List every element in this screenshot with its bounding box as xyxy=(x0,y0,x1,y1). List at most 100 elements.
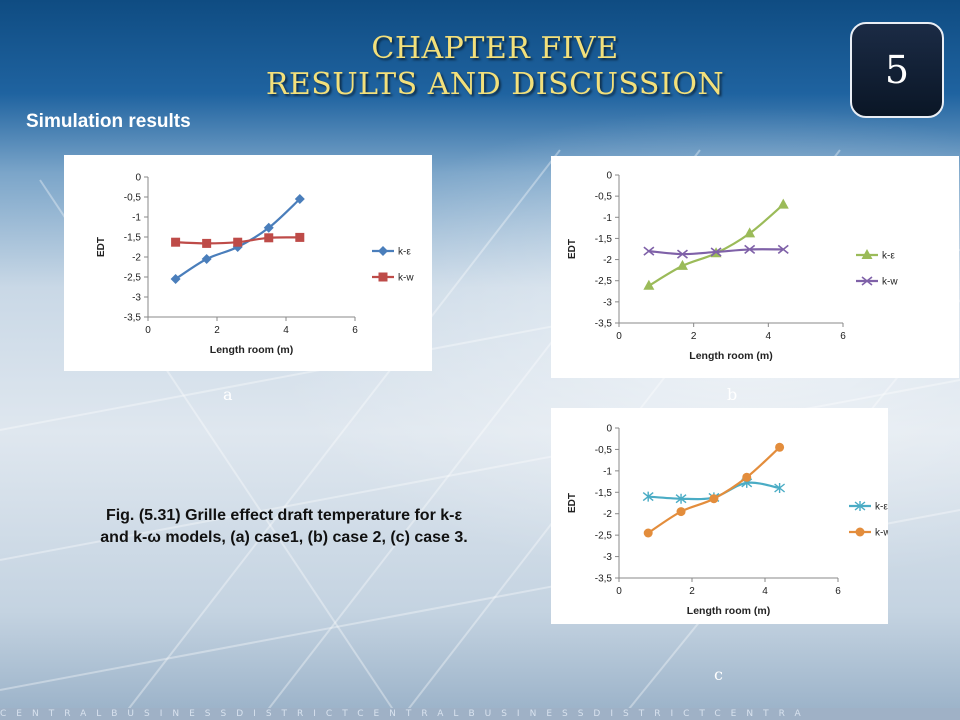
y-tick-label: -3,5 xyxy=(595,319,613,330)
data-point xyxy=(710,247,722,257)
legend-marker xyxy=(378,272,388,282)
chart-panel-c: 0 -0,5 -1 -1,5 -2 -2,5 -3 -3,5 0 2 4 6 Length room (… xyxy=(551,408,888,624)
data-point xyxy=(676,259,688,270)
data-point xyxy=(294,194,305,204)
data-point xyxy=(233,237,243,247)
figure-caption: Fig. (5.31) Grille effect draft temperat… xyxy=(30,505,538,549)
y-tick-label: -2,5 xyxy=(595,276,613,287)
section-subtitle: Simulation results xyxy=(26,111,191,132)
legend-label: k-ε xyxy=(398,247,411,258)
figure-caption-line2: and k-ω models, (a) case1, (b) case 2, (… xyxy=(100,529,468,546)
y-tick-label: -1 xyxy=(132,213,141,224)
y-tick-label: -0,5 xyxy=(124,193,142,204)
slide-title-line1: CHAPTER FIVE xyxy=(371,31,619,66)
y-tick-label: 0 xyxy=(606,424,612,435)
y-tick-label: -0,5 xyxy=(595,192,613,203)
legend-marker xyxy=(855,527,865,537)
series-1 xyxy=(643,198,789,290)
legend-label: k-w xyxy=(875,528,888,539)
legend-marker xyxy=(854,501,866,511)
series-line xyxy=(647,446,781,534)
data-point xyxy=(170,274,181,284)
y-tick-label: -3 xyxy=(603,552,612,563)
data-point xyxy=(643,246,655,256)
chart-axes xyxy=(615,427,839,582)
data-point xyxy=(777,198,789,209)
y-tick-label: 0 xyxy=(606,171,612,182)
chapter-number-badge: 5 xyxy=(850,22,944,118)
x-tick-label: 0 xyxy=(616,331,622,342)
y-tick-label: -1,5 xyxy=(124,233,142,244)
data-point xyxy=(675,493,687,504)
legend-marker xyxy=(861,249,873,259)
x-tick-label: 6 xyxy=(835,586,841,597)
chart-axes xyxy=(615,174,844,327)
x-tick-label: 0 xyxy=(145,325,151,336)
data-point xyxy=(709,494,719,504)
y-tick-label: -1 xyxy=(603,466,612,477)
series-2 xyxy=(643,442,785,538)
x-tick-label: 4 xyxy=(762,586,768,597)
y-tick-label: -3,5 xyxy=(595,574,613,585)
data-point xyxy=(201,254,212,264)
data-point xyxy=(642,491,654,502)
data-point xyxy=(742,472,752,482)
x-tick-label: 4 xyxy=(283,325,289,336)
data-point xyxy=(744,227,756,238)
panel-label-c: c xyxy=(714,665,723,684)
panel-label-b: b xyxy=(727,385,738,404)
data-point xyxy=(643,279,655,290)
x-tick-label: 6 xyxy=(840,331,846,342)
figure-caption-line1: Fig. (5.31) Grille effect draft temperat… xyxy=(105,507,463,524)
x-tick-label: 2 xyxy=(689,586,695,597)
x-axis-title: Length room (m) xyxy=(689,350,772,362)
legend-label: k-w xyxy=(398,273,414,284)
data-point xyxy=(643,528,653,538)
panel-label-a: a xyxy=(223,385,233,404)
y-tick-label: -1,5 xyxy=(595,234,613,245)
y-tick-label: -2,5 xyxy=(124,273,142,284)
y-tick-label: -3 xyxy=(603,297,612,308)
data-point xyxy=(171,237,181,247)
x-axis-title: Length room (m) xyxy=(687,605,770,617)
x-tick-label: 2 xyxy=(691,331,697,342)
legend-marker xyxy=(378,246,388,256)
data-point xyxy=(777,244,789,255)
series-line xyxy=(648,203,784,287)
x-tick-label: 4 xyxy=(766,331,772,342)
x-tick-label: 2 xyxy=(214,325,220,336)
chart-panel-b: 0 -0,5 -1 -1,5 -2 -2,5 -3 -3,5 0 2 4 6 Length room (… xyxy=(551,156,959,378)
slide-title-line2: RESULTS AND DISCUSSION xyxy=(265,67,725,102)
y-tick-label: -2 xyxy=(603,255,612,266)
x-tick-label: 6 xyxy=(352,325,358,336)
data-point xyxy=(676,249,688,259)
y-tick-label: -2 xyxy=(603,509,612,520)
data-point xyxy=(202,238,212,248)
legend-label: k-ε xyxy=(882,251,895,262)
x-tick-label: 0 xyxy=(616,586,622,597)
data-point xyxy=(744,244,756,255)
legend-marker xyxy=(861,276,873,286)
y-tick-label: -2 xyxy=(132,253,141,264)
series-2 xyxy=(171,232,305,248)
data-point xyxy=(676,507,686,517)
data-point xyxy=(775,442,785,452)
y-tick-label: 0 xyxy=(135,173,141,184)
legend-label: k-ε xyxy=(875,502,888,513)
legend-label: k-w xyxy=(882,277,898,288)
footer-strip: CENTRALBUSINESSDISTRICTCENTRALBUSINESSDI… xyxy=(0,708,960,720)
y-axis-title: EDT xyxy=(96,237,107,257)
chart-axes xyxy=(144,176,356,321)
data-point xyxy=(263,222,274,233)
y-tick-label: -3 xyxy=(132,293,141,304)
data-point xyxy=(264,233,274,243)
y-tick-label: -2,5 xyxy=(595,531,613,542)
y-axis-title: EDT xyxy=(567,493,578,513)
data-point xyxy=(774,483,786,493)
y-tick-label: -3,5 xyxy=(124,313,142,324)
data-point xyxy=(295,232,305,242)
x-axis-title: Length room (m) xyxy=(210,344,293,356)
y-axis-title: EDT xyxy=(567,239,578,259)
